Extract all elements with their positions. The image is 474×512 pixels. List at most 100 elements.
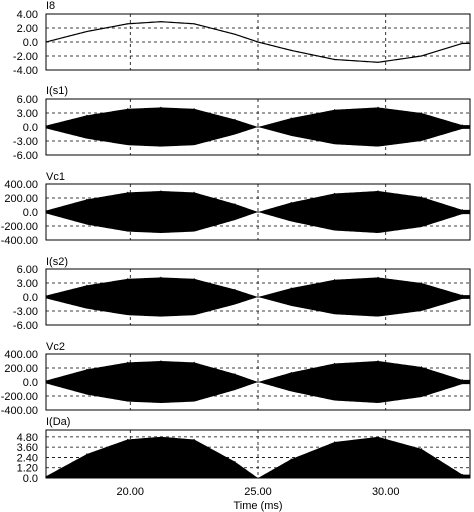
data-point [461,294,463,296]
y-tick-label: 1.20 [17,463,38,475]
data-point [420,196,423,198]
data-point [160,21,162,23]
data-point [257,41,259,43]
y-tick-label: 3.00 [17,108,38,120]
data-point [127,191,129,193]
panel-title: I8 [46,0,55,12]
data-point [420,55,423,57]
panel-2: Vc1 400.00 200.00 0.0 -200.00 -400.00 [1,171,471,247]
y-tick-label: 6.00 [17,264,38,276]
data-point [127,108,129,110]
panel-title: Vc1 [46,171,65,183]
y-tick-label: 200.00 [4,193,38,205]
data-point [127,361,129,363]
series-envelope [46,436,470,478]
y-tick-label: 0.0 [23,37,38,49]
data-point [290,287,292,289]
data-point [290,201,292,204]
y-tick-label: -200.00 [1,391,38,403]
x-tick-label: 20.00 [117,486,145,498]
x-tick-label: 25.00 [244,486,272,498]
x-axis-label: Time (ms) [233,500,282,512]
data-point [420,448,423,450]
data-point [377,436,379,438]
y-tick-label: -200.00 [1,221,38,233]
y-tick-label: 4.80 [17,432,38,444]
y-tick-label: 3.00 [17,278,38,290]
y-tick-label: -3.00 [13,136,38,148]
data-point [461,209,463,211]
data-point [45,475,47,477]
data-point [234,203,236,205]
data-point [257,296,259,298]
data-point [290,458,292,460]
data-point [334,109,336,111]
y-tick-label: 4.00 [17,9,38,21]
y-tick-label: -6.00 [13,150,38,162]
panel-4: Vc2 400.00 200.00 0.0 -200.00 -400.00 [1,341,471,417]
y-tick-label: 6.00 [17,94,38,106]
y-tick-label: -4.00 [13,65,38,77]
x-tick-label: 30.00 [372,486,400,498]
data-point [234,288,236,291]
data-point [45,295,47,297]
data-point [193,108,195,110]
data-point [193,23,195,25]
data-point [334,58,336,61]
panel-3: I(s2) 6.00 3.00 0.0 -3.00 -6.00 [13,256,471,332]
panel-title: I(s1) [46,85,68,97]
data-point [334,192,336,195]
data-point [160,436,162,438]
y-tick-label: 200.00 [4,363,38,375]
y-tick-label: -400.00 [1,235,38,247]
data-point [127,438,129,441]
panel-0: I8 4.00 2.00 0.0 -2.00 -4.00 [13,0,471,77]
data-point [257,381,259,383]
data-point [461,473,463,476]
data-point [160,106,162,108]
data-point [86,114,88,116]
data-point [160,190,162,192]
data-point [461,124,463,126]
data-point [377,360,379,362]
y-tick-label: 400.00 [4,349,38,361]
data-point [420,282,423,284]
data-point [377,106,379,108]
data-point [234,373,236,375]
data-point [234,118,236,121]
panel-title: I(s2) [46,256,68,268]
data-point [334,279,336,281]
data-point [160,360,162,362]
data-point [193,191,195,193]
data-point [127,23,129,25]
y-tick-label: 2.00 [17,23,38,35]
data-point [420,112,423,114]
y-tick-label: -400.00 [1,405,38,417]
data-point [377,61,379,63]
data-point [86,368,88,370]
data-point [45,210,47,212]
data-point [257,126,259,128]
data-point [234,33,236,35]
y-tick-label: 400.00 [4,179,38,191]
data-point [461,42,463,45]
data-point [257,477,259,479]
data-point [160,276,162,278]
y-tick-label: -2.00 [13,51,38,63]
data-point [334,362,336,365]
data-point [234,461,236,463]
data-point [377,190,379,192]
data-point [290,371,292,374]
data-point [334,441,336,443]
data-point [257,211,259,213]
y-tick-label: 0.0 [23,473,38,485]
y-tick-label: 0.0 [23,207,38,219]
panel-title: I(Da) [46,416,70,428]
data-point [127,278,129,280]
panel-1: I(s1) 6.00 3.00 0.0 -3.00 -6.00 [13,85,471,162]
data-point [45,380,47,382]
y-tick-label: -6.00 [13,320,38,332]
panel-title: Vc2 [46,341,65,353]
data-point [86,30,88,33]
